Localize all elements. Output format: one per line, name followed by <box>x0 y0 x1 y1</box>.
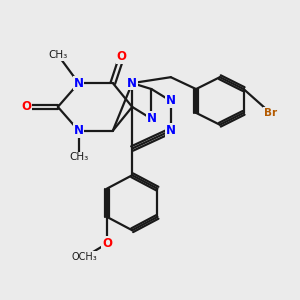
Text: N: N <box>166 94 176 107</box>
Text: N: N <box>127 76 137 90</box>
Text: O: O <box>117 50 127 63</box>
Text: N: N <box>146 112 157 125</box>
Text: OCH₃: OCH₃ <box>72 252 98 262</box>
Text: CH₃: CH₃ <box>69 152 88 162</box>
Text: CH₃: CH₃ <box>48 50 68 60</box>
Text: O: O <box>102 237 112 250</box>
Text: N: N <box>74 76 84 90</box>
Text: N: N <box>74 124 84 137</box>
Text: Br: Br <box>264 108 277 118</box>
Text: O: O <box>22 100 32 113</box>
Text: N: N <box>166 124 176 137</box>
